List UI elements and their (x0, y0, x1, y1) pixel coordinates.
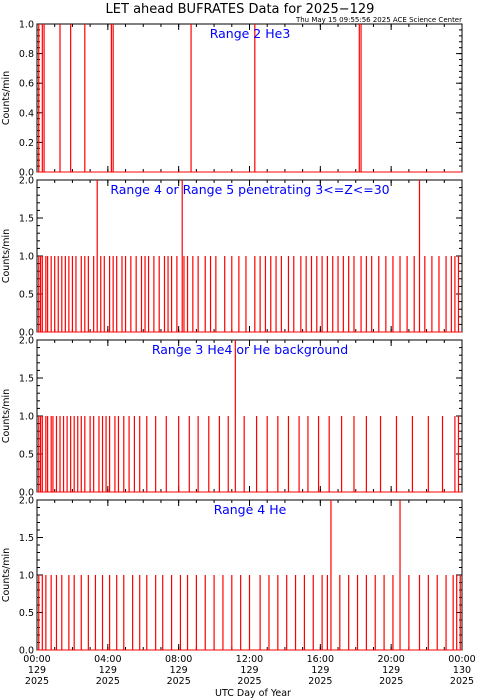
panel-frame (36, 23, 463, 173)
y-tick-label: 0.8 (19, 49, 34, 60)
panel-2: 0.0 0.5 1.0 1.5 2.0 Counts/min Range 4 or Rang… (1, 176, 463, 339)
x-tick-time-label: 16:00 (307, 654, 334, 665)
panel-4: 0.0 0.5 1.0 1.5 2.0 Counts/min Range 4 He (1, 496, 463, 657)
panel-frame (36, 339, 463, 493)
x-tick-time-label: 20:00 (377, 654, 404, 665)
panel-3: 0.0 0.5 1.0 1.5 2.0 Counts/min Range 3 He4 or … (1, 336, 463, 499)
x-axis-label: UTC Day of Year (215, 688, 291, 699)
x-tick-time-label: 00:00 (23, 654, 50, 665)
x-tick-day-label: 130 (453, 665, 471, 676)
y-tick-label: 1.0 (19, 412, 34, 423)
panel-label: Range 3 He4 or He background (152, 342, 348, 357)
y-tick-label: 0.0 (19, 328, 34, 339)
y-tick-label: 1.0 (19, 571, 34, 582)
panel-label: Range 4 or Range 5 penetrating 3<=Z<=30 (110, 182, 389, 197)
panel-label: Range 4 He (214, 502, 287, 517)
y-tick-label: 0.0 (19, 168, 34, 179)
y-axis-label: Counts/min (1, 389, 12, 443)
x-tick-year-label: 2025 (450, 676, 474, 687)
x-tick-time-label: 08:00 (165, 654, 192, 665)
x-tick-day-label: 129 (28, 665, 46, 676)
x-tick-year-label: 2025 (96, 676, 120, 687)
y-tick-label: 1.5 (19, 533, 34, 544)
y-tick-label: 0.2 (19, 138, 34, 149)
x-axis: 00:00129202504:00129202508:00129202512:0… (23, 654, 475, 687)
x-tick-time-label: 00:00 (448, 654, 475, 665)
x-tick-time-label: 04:00 (94, 654, 121, 665)
y-axis-label: Counts/min (1, 229, 12, 283)
x-tick-year-label: 2025 (25, 676, 49, 687)
timestamp-label: Thu May 15 09:55:56 2025 ACE Science Cen… (295, 16, 462, 24)
y-tick-label: 0.5 (19, 450, 34, 461)
y-tick-label: 0.4 (19, 108, 34, 119)
y-tick-label: 2.0 (19, 176, 34, 187)
panel-label: Range 2 He3 (210, 26, 291, 41)
y-tick-label: 1.5 (19, 374, 34, 385)
y-tick-label: 2.0 (19, 496, 34, 507)
y-axis-label: Counts/min (1, 71, 12, 125)
panel-1: 0.0 0.2 0.4 0.6 0.8 1.0 Counts/min Range 2 He3 (1, 20, 463, 179)
y-tick-label: 0.6 (19, 79, 34, 90)
y-tick-label: 0.5 (19, 608, 34, 619)
y-axis-label: Counts/min (1, 548, 12, 602)
y-tick-label: 1.5 (19, 214, 34, 225)
y-tick-label: 0.5 (19, 290, 34, 301)
y-tick-label: 1.0 (19, 252, 34, 263)
x-tick-day-label: 129 (382, 665, 400, 676)
x-tick-day-label: 129 (99, 665, 117, 676)
y-tick-label: 0.0 (19, 488, 34, 499)
x-tick-year-label: 2025 (379, 676, 403, 687)
x-tick-year-label: 2025 (167, 676, 191, 687)
y-tick-label: 1.0 (19, 20, 34, 31)
x-tick-day-label: 129 (170, 665, 188, 676)
y-tick-label: 2.0 (19, 336, 34, 347)
x-tick-time-label: 12:00 (236, 654, 263, 665)
x-tick-day-label: 129 (311, 665, 329, 676)
y-tick-label: 0.0 (19, 646, 34, 657)
x-tick-year-label: 2025 (308, 676, 332, 687)
x-tick-day-label: 129 (240, 665, 258, 676)
x-tick-year-label: 2025 (237, 676, 261, 687)
chart-title: LET ahead BUFRATES Data for 2025−129 (106, 2, 375, 17)
